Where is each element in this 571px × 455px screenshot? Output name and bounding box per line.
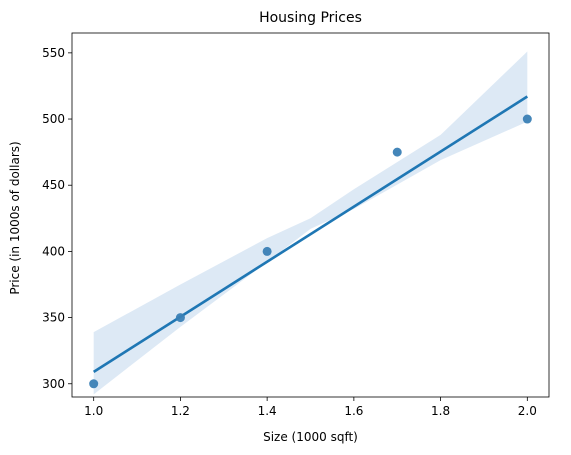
chart-title: Housing Prices: [259, 10, 362, 26]
x-tick-label-4: 1.6: [344, 404, 363, 418]
x-axis-label: Size (1000 sqft): [263, 430, 358, 444]
y-axis-label: Price (in 1000s of dollars): [8, 141, 22, 294]
y-tick-label-4: 450: [42, 178, 65, 192]
x-tick-label-6: 2.0: [518, 404, 537, 418]
data-point-3: [262, 246, 272, 256]
x-tick-label-3: 1.4: [258, 404, 277, 418]
data-point-4: [392, 147, 402, 157]
x-tick-label-1: 1.0: [84, 404, 103, 418]
regression-line-layer: [92, 95, 529, 373]
x-tick-label-2: 1.2: [171, 404, 190, 418]
y-tick-label-5: 500: [42, 112, 65, 126]
confidence-band-layer: [93, 51, 528, 395]
data-point-2: [175, 313, 185, 323]
confidence-band: [93, 51, 528, 395]
y-tick-label-2: 350: [42, 311, 65, 325]
plot-frame: [71, 32, 550, 398]
data-point-5: [522, 114, 532, 124]
axes-layer: 1.0 1.2 1.4 1.6 1.8 2.0 300 350 400 450 500 550: [42, 32, 550, 418]
y-tick-label-6: 550: [42, 46, 65, 60]
x-tick-label-5: 1.8: [431, 404, 450, 418]
regression-line: [92, 95, 529, 373]
data-point-1: [89, 379, 99, 389]
y-tick-label-3: 400: [42, 244, 65, 258]
data-points-layer: [89, 114, 532, 389]
y-tick-label-1: 300: [42, 377, 65, 391]
